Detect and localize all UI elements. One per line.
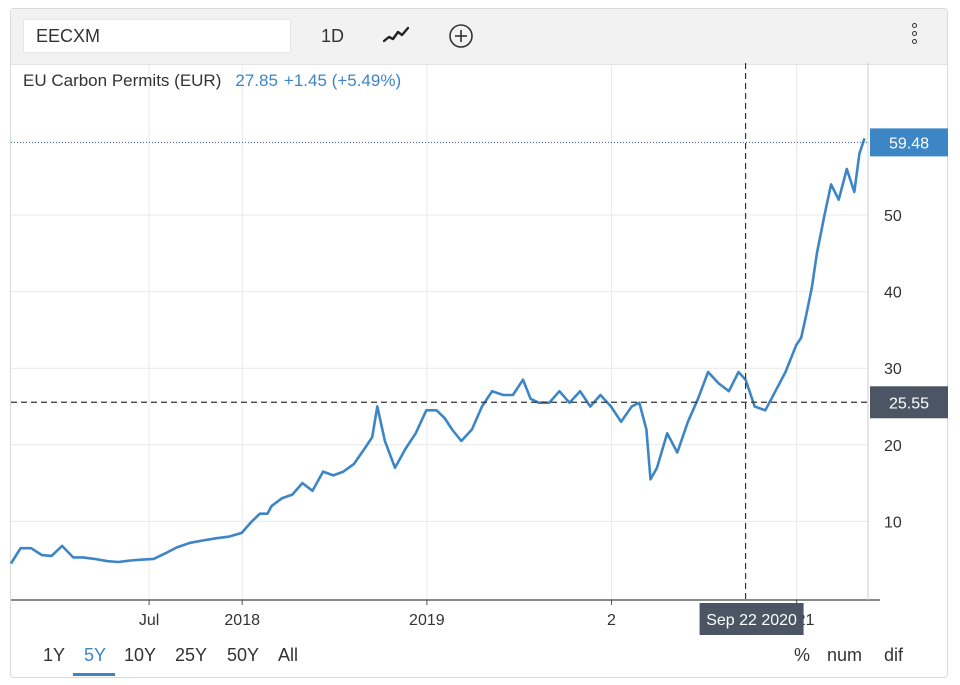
crosshair-date-badge — [699, 603, 804, 635]
range-50y-button[interactable]: 50Y — [227, 645, 260, 665]
y-tick-label: 10 — [884, 514, 902, 531]
range-10y-button[interactable]: 10Y — [124, 645, 157, 665]
mode-num-button[interactable]: num — [827, 645, 863, 665]
vertical-dots-icon[interactable] — [907, 23, 921, 51]
price-series-line — [9, 137, 866, 565]
symbol-search-box[interactable] — [23, 19, 291, 53]
last-price-badge — [870, 128, 948, 157]
y-tick-label: 20 — [884, 438, 902, 455]
chart-legend: EU Carbon Permits (EUR) 27.85 +1.45 (+5.49… — [23, 71, 401, 91]
crosshair-price-label: 25.55 — [889, 395, 929, 412]
chart-toolbar: 1D — [11, 9, 947, 65]
symbol-input[interactable] — [24, 20, 276, 52]
crosshair-date-label: Sep 22 2020 — [706, 612, 797, 629]
y-tick-label: 50 — [884, 208, 902, 225]
range-25y-button[interactable]: 25Y — [175, 645, 208, 665]
x-tick-label: 2019 — [409, 612, 445, 629]
plus-circle-icon[interactable] — [448, 23, 474, 54]
legend-change: +1.45 (+5.49%) — [283, 71, 402, 90]
x-tick-label: 2 — [607, 612, 616, 629]
chart-widget: 1D — [10, 8, 948, 678]
crosshair-price-badge — [870, 386, 948, 419]
range-5y-button[interactable]: 5Y — [84, 645, 107, 665]
active-range-indicator — [73, 673, 115, 676]
range-all-button[interactable]: All — [278, 645, 299, 665]
interval-button[interactable]: 1D — [321, 26, 345, 46]
mode-dif-button[interactable]: dif — [884, 645, 904, 665]
line-chart-icon[interactable] — [382, 25, 410, 50]
x-tick-label: Jul — [139, 612, 159, 629]
x-tick-label: 2018 — [224, 612, 260, 629]
range-1y-button[interactable]: 1Y — [43, 645, 66, 665]
y-tick-label: 40 — [884, 285, 902, 302]
legend-value: 27.85 — [235, 71, 278, 90]
y-tick-label: 30 — [884, 361, 902, 378]
last-price-label: 59.48 — [889, 135, 929, 152]
legend-instrument-name: EU Carbon Permits (EUR) — [23, 71, 222, 90]
mode-percent-button[interactable]: % — [794, 645, 811, 665]
